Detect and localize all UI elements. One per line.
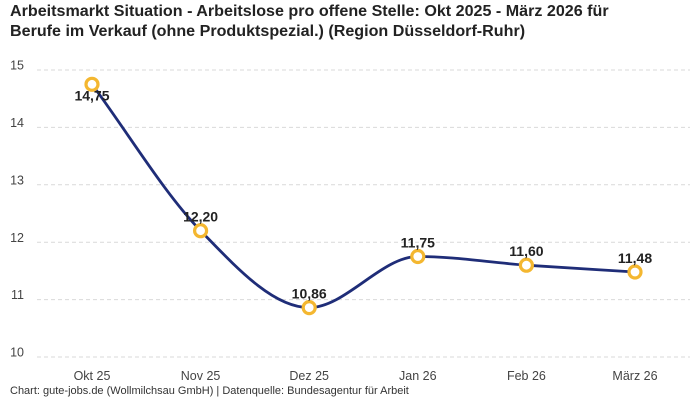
svg-text:12: 12 (10, 231, 24, 245)
svg-text:Jan 26: Jan 26 (399, 369, 437, 383)
svg-text:Nov 25: Nov 25 (181, 369, 221, 383)
svg-text:12,20: 12,20 (183, 209, 218, 225)
svg-text:10: 10 (10, 346, 24, 360)
svg-text:11: 11 (11, 288, 24, 302)
svg-text:Dez 25: Dez 25 (289, 369, 329, 383)
svg-text:Okt 25: Okt 25 (74, 369, 111, 383)
svg-text:10,86: 10,86 (292, 286, 327, 302)
svg-text:15: 15 (10, 59, 24, 73)
svg-text:11,48: 11,48 (618, 250, 652, 266)
svg-text:11,75: 11,75 (401, 235, 435, 251)
svg-text:13: 13 (10, 173, 24, 187)
svg-text:11,60: 11,60 (509, 243, 543, 259)
svg-text:März 26: März 26 (612, 369, 657, 383)
svg-text:Feb 26: Feb 26 (507, 369, 546, 383)
svg-text:14,75: 14,75 (74, 87, 109, 103)
svg-text:14: 14 (10, 116, 24, 130)
